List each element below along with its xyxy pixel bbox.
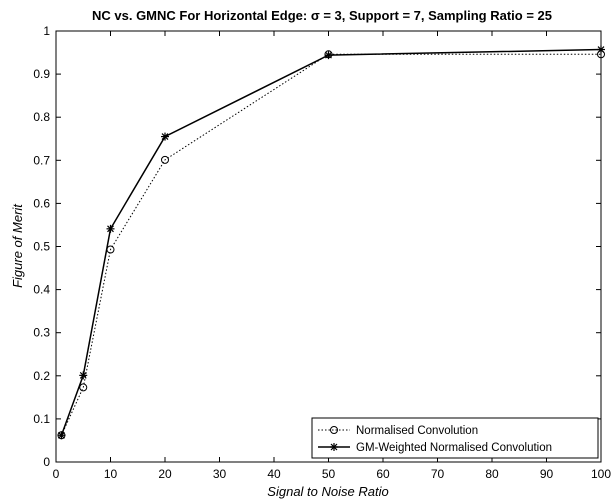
legend-marker: [330, 426, 338, 434]
marker-stroke: [161, 133, 169, 141]
data-point: [597, 45, 605, 54]
y-tick-label: 0.2: [33, 369, 50, 383]
data-point: [57, 431, 66, 440]
legend-label: Normalised Convolution: [356, 425, 478, 437]
y-tick-label: 0.9: [33, 67, 50, 81]
marker-stroke: [330, 443, 338, 451]
data-point: [161, 132, 169, 141]
y-tick-label: 0.6: [33, 196, 50, 210]
x-tick-label: 60: [376, 467, 390, 481]
marker-stroke: [79, 371, 87, 379]
x-tick-label: 100: [591, 467, 611, 481]
marker-stroke: [107, 225, 114, 233]
series-line: [60, 53, 601, 436]
y-tick-label: 0.7: [33, 153, 50, 167]
x-tick-label: 0: [53, 467, 60, 481]
y-tick-label: 0.3: [33, 326, 50, 340]
y-tick-label: 0: [43, 455, 50, 469]
legend-label: GM-Weighted Normalised Convolution: [356, 442, 552, 454]
marker-stroke: [597, 46, 605, 53]
x-tick-label: 70: [431, 467, 445, 481]
chart-title: NC vs. GMNC For Horizontal Edge: σ = 3, …: [92, 8, 552, 23]
x-tick-label: 30: [213, 467, 227, 481]
legend-box: [311, 417, 599, 459]
x-axis-label: Signal to Noise Ratio: [267, 484, 388, 499]
y-tick-label: 1: [43, 24, 50, 38]
data-point: [324, 51, 333, 60]
series-line: [60, 48, 602, 436]
series-2: [57, 45, 605, 440]
series-layer: [57, 45, 605, 440]
marker-stroke: [325, 51, 332, 59]
axis-ticks: 0 10 20 30 40 50 60 70 80 90 100 0 0.1 0.2 0.3 0.4 0.5 0.…: [33, 24, 611, 481]
data-point: [161, 155, 169, 164]
x-tick-label: 20: [158, 467, 172, 481]
y-tick-label: 0.5: [33, 240, 50, 254]
plot-area: [55, 30, 602, 463]
x-tick-label: 50: [322, 467, 336, 481]
y-axis-label: Figure of Merit: [10, 203, 25, 288]
y-tick-label: 0.4: [33, 283, 50, 297]
x-tick-label: 40: [267, 467, 281, 481]
marker-stroke: [58, 431, 65, 439]
y-tick-label: 0.1: [33, 412, 50, 426]
x-tick-label: 90: [540, 467, 554, 481]
legend: Normalised Convolution GM-Weighted Normal…: [311, 417, 599, 459]
legend-marker: [330, 443, 338, 451]
data-point: [106, 224, 115, 233]
y-tick-label: 0.8: [33, 110, 50, 124]
x-tick-label: 80: [485, 467, 499, 481]
x-tick-label: 10: [104, 467, 118, 481]
data-point: [79, 383, 88, 392]
data-point: [79, 371, 88, 380]
